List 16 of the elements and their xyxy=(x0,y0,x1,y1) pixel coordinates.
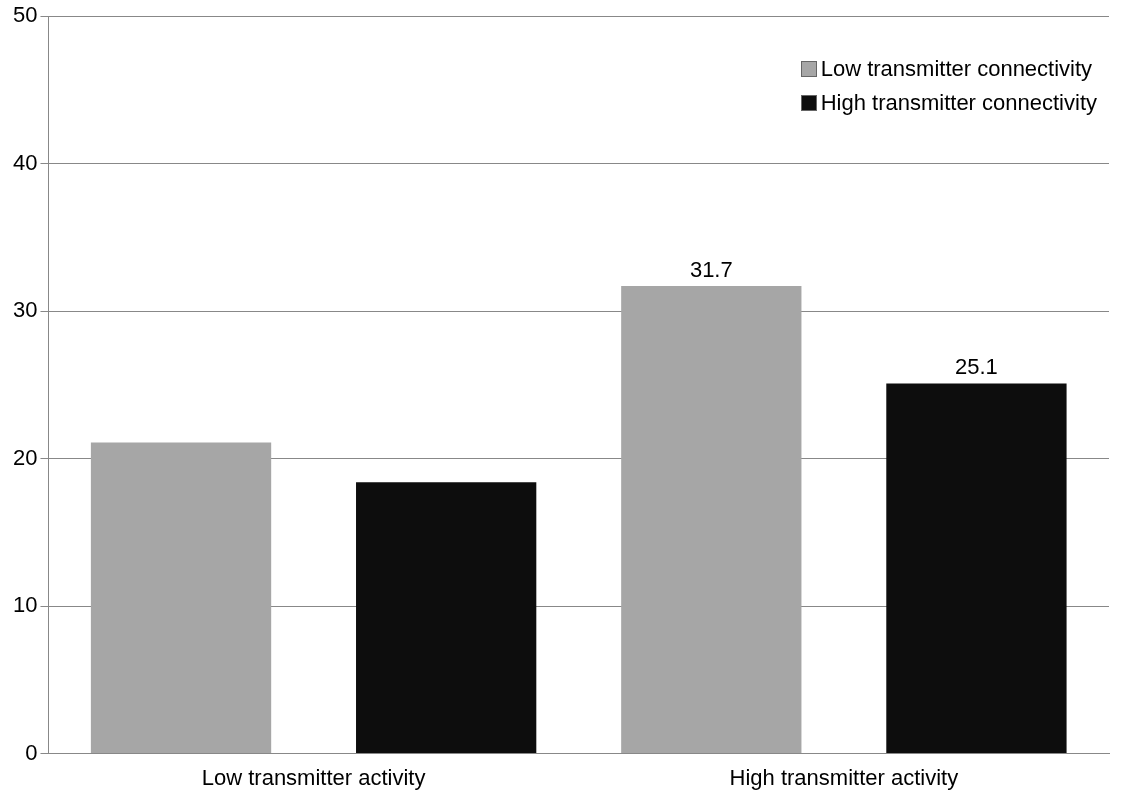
y-tick-label: 40 xyxy=(12,149,38,175)
y-tick-label: 10 xyxy=(12,592,38,618)
y-tick-label: 0 xyxy=(25,739,38,765)
data-label: 31.7 xyxy=(689,257,733,283)
data-label: 25.1 xyxy=(955,354,998,380)
y-tick-label: 30 xyxy=(12,297,38,323)
bar xyxy=(621,286,802,754)
y-tick-label: 50 xyxy=(12,2,38,28)
bar xyxy=(90,442,272,754)
legend-label: High transmitter connectivity xyxy=(820,90,1097,117)
x-tick-label: Low transmitter activity xyxy=(201,764,426,790)
x-tick-label: High transmitter activity xyxy=(729,764,959,790)
bar xyxy=(886,383,1067,754)
y-tick-label: 20 xyxy=(12,444,38,470)
bar xyxy=(356,482,537,754)
legend-label: Low transmitter connectivity xyxy=(820,56,1093,83)
